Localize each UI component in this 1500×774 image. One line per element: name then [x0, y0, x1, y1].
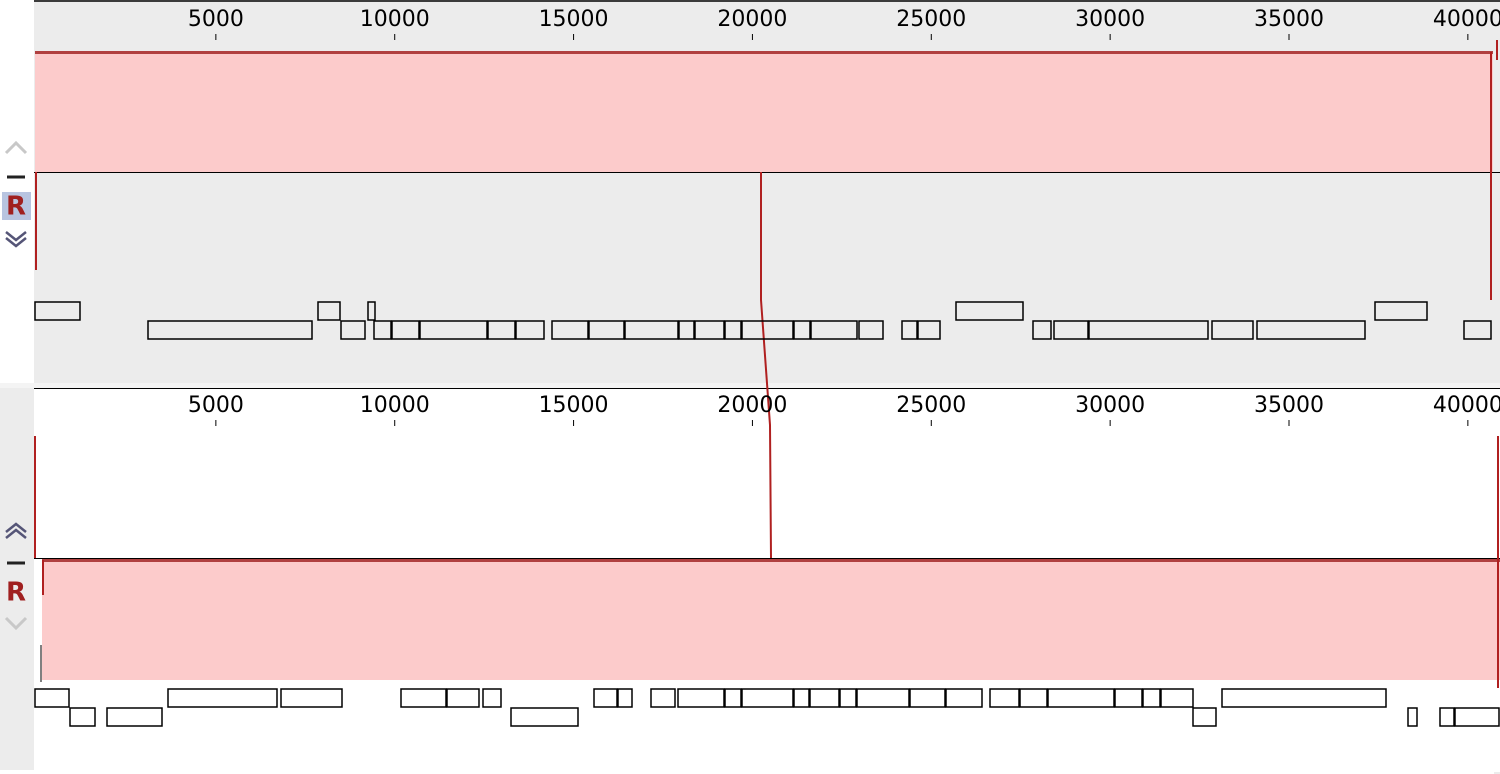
gene-feature — [106, 707, 163, 727]
gene-feature — [419, 320, 488, 340]
gene-feature — [856, 688, 910, 708]
gene-feature — [482, 688, 502, 708]
gene-feature — [367, 301, 376, 321]
gene-feature — [1374, 301, 1428, 321]
move-up-button[interactable] — [5, 522, 27, 539]
gene-feature — [810, 320, 858, 340]
gene-feature — [34, 688, 70, 708]
tick-label: 35000 — [1254, 393, 1324, 418]
gene-feature — [945, 688, 983, 708]
move-down-button[interactable] — [4, 616, 28, 631]
gene-feature — [69, 707, 96, 727]
gene-feature — [1463, 320, 1492, 340]
reverse-button[interactable]: R — [6, 578, 26, 608]
gene-feature — [280, 688, 343, 708]
gene-feature — [34, 301, 81, 321]
tick-label: 10000 — [360, 393, 430, 418]
gene-feature — [1407, 707, 1418, 727]
move-down-button[interactable] — [5, 231, 27, 248]
gene-feature — [793, 688, 810, 708]
gene-feature — [515, 320, 545, 340]
gene-feature — [551, 320, 589, 340]
gene-feature — [809, 688, 840, 708]
gene-feature — [1192, 707, 1217, 727]
gene-feature — [1221, 688, 1387, 708]
gene-feature — [317, 301, 341, 321]
gene-feature — [487, 320, 516, 340]
gene-feature — [858, 320, 884, 340]
tick-label: 25000 — [896, 7, 966, 32]
gene-feature — [650, 688, 676, 708]
tick-label: 15000 — [539, 393, 609, 418]
gene-feature — [1088, 320, 1209, 340]
gene-feature — [1142, 688, 1161, 708]
gene-feature — [724, 320, 742, 340]
gene-feature — [1160, 688, 1194, 708]
gene-feature — [724, 688, 742, 708]
gene-feature — [839, 688, 857, 708]
gene-feature — [901, 320, 918, 340]
gene-feature — [400, 688, 447, 708]
gene-feature — [793, 320, 811, 340]
gene-feature — [1256, 320, 1366, 340]
gene-feature — [677, 688, 725, 708]
gene-feature — [147, 320, 313, 340]
tick-label: 40000 — [1433, 393, 1500, 418]
gene-feature — [391, 320, 420, 340]
gene-feature — [1211, 320, 1254, 340]
reverse-highlight — [2, 192, 31, 220]
gene-feature — [678, 320, 695, 340]
gene-feature — [167, 688, 278, 708]
gene-feature — [1053, 320, 1089, 340]
gene-feature — [373, 320, 392, 340]
tick-label: 5000 — [188, 7, 244, 32]
gene-feature — [446, 688, 480, 708]
edge — [1494, 772, 1500, 774]
gene-feature — [1439, 707, 1455, 727]
gene-feature — [1454, 707, 1500, 727]
tick-label: 30000 — [1075, 393, 1145, 418]
gene-feature — [510, 707, 579, 727]
tick-label: 20000 — [717, 393, 787, 418]
tick-label: 35000 — [1254, 7, 1324, 32]
gene-feature — [917, 320, 941, 340]
control-column — [0, 388, 34, 770]
reverse-button[interactable]: R — [6, 192, 26, 222]
gene-feature — [955, 301, 1024, 321]
gene-feature — [1047, 688, 1115, 708]
aligned-block — [35, 52, 1493, 172]
lcb-connector — [760, 172, 772, 559]
gene-feature — [741, 688, 794, 708]
gene-feature — [1019, 688, 1048, 708]
gene-feature — [909, 688, 946, 708]
tick-label: 25000 — [896, 393, 966, 418]
move-up-button[interactable] — [4, 140, 28, 155]
gene-feature — [624, 320, 679, 340]
gene-feature — [593, 688, 618, 708]
tick-label: 15000 — [539, 7, 609, 32]
tick-label: 30000 — [1075, 7, 1145, 32]
gene-feature — [1032, 320, 1052, 340]
panel-divider — [0, 383, 1500, 388]
tick-label: 5000 — [188, 393, 244, 418]
gene-feature — [588, 320, 625, 340]
gene-feature — [340, 320, 366, 340]
gene-feature — [694, 320, 725, 340]
tick-label: 10000 — [360, 7, 430, 32]
gene-feature — [989, 688, 1020, 708]
tick-label: 20000 — [717, 7, 787, 32]
gene-feature — [1114, 688, 1143, 708]
gene-feature — [741, 320, 794, 340]
aligned-block — [42, 560, 1500, 680]
gene-feature — [617, 688, 633, 708]
tick-label: 40000 — [1433, 7, 1500, 32]
